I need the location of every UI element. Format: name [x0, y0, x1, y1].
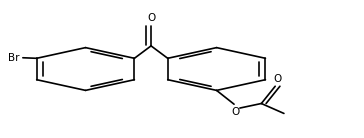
- Text: O: O: [147, 13, 155, 23]
- Text: O: O: [273, 74, 281, 84]
- Text: Br: Br: [8, 53, 19, 63]
- Text: O: O: [232, 107, 240, 117]
